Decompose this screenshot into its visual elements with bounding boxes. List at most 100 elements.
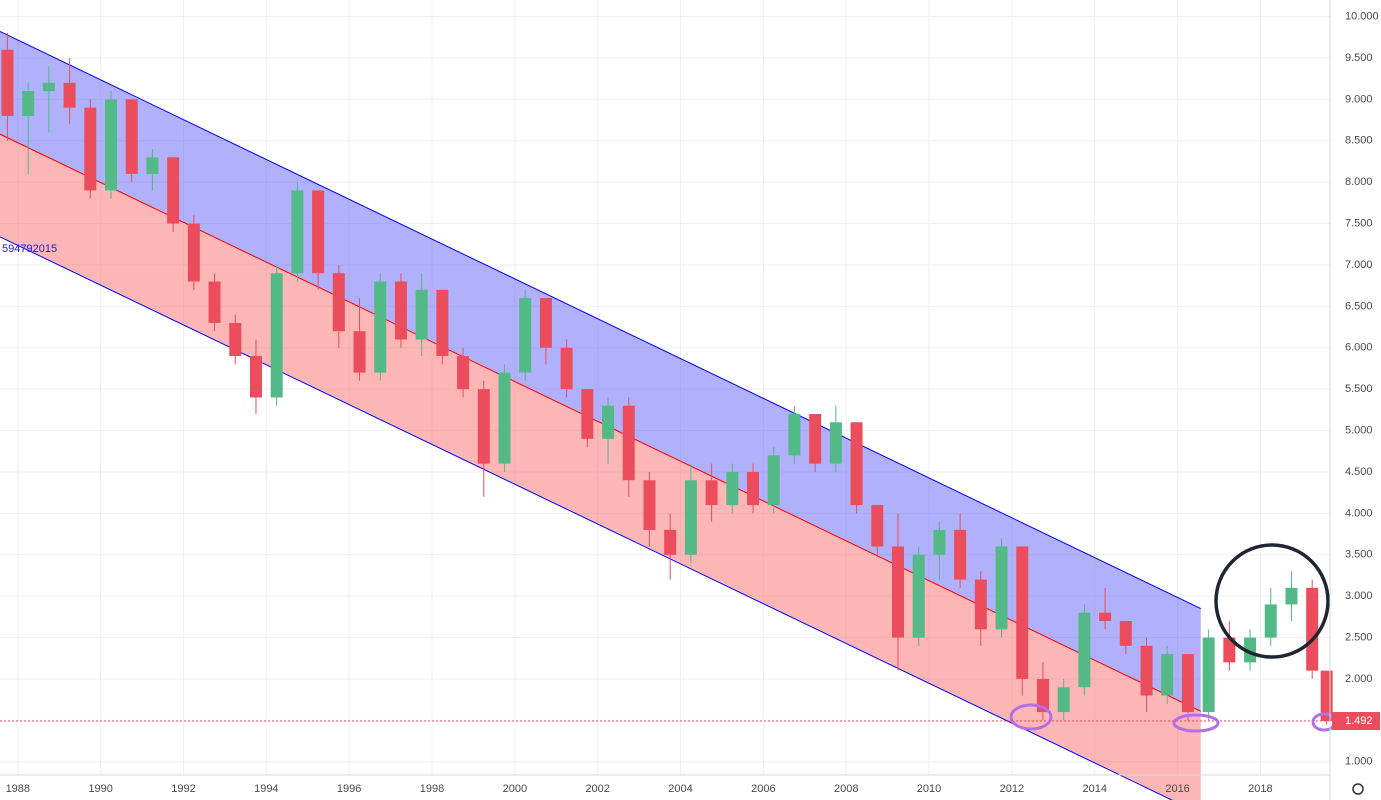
candle-body xyxy=(187,223,200,282)
candle-body xyxy=(1202,637,1215,713)
candle-body xyxy=(1244,637,1257,663)
candle-body xyxy=(602,405,615,439)
candle-body xyxy=(767,455,780,506)
candle-body xyxy=(394,281,407,340)
x-tick-label: 1998 xyxy=(420,783,444,795)
candle-body xyxy=(63,82,76,108)
x-tick-label: 2016 xyxy=(1165,783,1189,795)
candle-body xyxy=(1057,687,1070,713)
candle-body xyxy=(871,505,884,547)
candle-body xyxy=(1161,654,1174,696)
y-tick-label: 4.500 xyxy=(1345,466,1373,478)
candle-body xyxy=(270,273,283,398)
highlight-circle xyxy=(1214,543,1330,659)
candle-body xyxy=(1223,637,1236,663)
candle-body xyxy=(622,405,635,481)
channel-lower-fill xyxy=(0,134,1201,800)
candle-body xyxy=(850,422,863,506)
y-tick-label: 7.500 xyxy=(1345,217,1373,229)
candle-body xyxy=(747,471,760,506)
candle-body xyxy=(1181,654,1194,713)
candle-body xyxy=(1119,620,1132,646)
candle-body xyxy=(125,99,138,174)
candle-body xyxy=(498,372,511,464)
x-tick-label: 1992 xyxy=(171,783,195,795)
candle-body xyxy=(1140,645,1153,696)
candle-body xyxy=(912,554,925,638)
y-tick-label: 4.000 xyxy=(1345,507,1373,519)
channel-line xyxy=(0,31,1201,610)
candle-body xyxy=(684,480,697,555)
candle-body xyxy=(208,281,221,323)
y-tick-label: 3.500 xyxy=(1345,549,1373,561)
y-tick-label: 8.500 xyxy=(1345,135,1373,147)
candle-body xyxy=(1264,604,1277,638)
x-tick-label: 1990 xyxy=(88,783,112,795)
candle-body xyxy=(167,157,180,224)
candle-body xyxy=(42,82,55,92)
candle-body xyxy=(581,389,594,439)
candle-body xyxy=(22,91,35,116)
candle-body xyxy=(229,322,242,357)
last-price-label: 1.492 xyxy=(1345,715,1373,727)
x-tick-label: 2008 xyxy=(834,783,858,795)
candle-body xyxy=(1016,546,1029,679)
x-tick-label: 2018 xyxy=(1248,783,1272,795)
candle-body xyxy=(457,356,470,390)
x-tick-label: 2002 xyxy=(585,783,609,795)
y-tick-label: 1.000 xyxy=(1345,756,1373,768)
y-tick-label: 9.500 xyxy=(1345,52,1373,64)
side-label: 594792015 xyxy=(2,243,57,255)
candle-body xyxy=(374,281,387,373)
candle-body xyxy=(146,157,159,174)
y-tick-label: 10.000 xyxy=(1345,10,1379,22)
candle-body xyxy=(560,347,573,390)
candle-body xyxy=(1306,587,1319,671)
candle-body xyxy=(995,546,1008,630)
highlight-ellipse xyxy=(1009,703,1053,731)
candle-body xyxy=(954,529,967,580)
candle-body xyxy=(312,190,325,274)
candle-body xyxy=(643,480,656,530)
x-tick-label: 2006 xyxy=(751,783,775,795)
x-tick-label: 1994 xyxy=(254,783,278,795)
x-tick-label: 2014 xyxy=(1082,783,1106,795)
candle-body xyxy=(353,331,366,373)
y-tick-label: 6.500 xyxy=(1345,300,1373,312)
candle-body xyxy=(788,413,801,456)
candle-body xyxy=(519,298,532,373)
y-tick-label: 5.500 xyxy=(1345,383,1373,395)
x-tick-label: 2010 xyxy=(917,783,941,795)
candle-body xyxy=(1036,678,1049,713)
settings-icon[interactable] xyxy=(1352,783,1364,795)
candle-body xyxy=(415,289,428,340)
candle-body xyxy=(891,546,904,638)
y-tick-label: 8.000 xyxy=(1345,176,1373,188)
candle-body xyxy=(249,356,262,398)
last-price-tag xyxy=(1332,712,1380,731)
y-tick-label: 5.000 xyxy=(1345,424,1373,436)
candle-body xyxy=(1285,587,1298,605)
candle-body xyxy=(974,579,987,630)
candle-body xyxy=(664,529,677,555)
candle-body xyxy=(332,273,345,332)
settings-gear[interactable] xyxy=(1352,783,1364,795)
y-tick-label: 9.000 xyxy=(1345,93,1373,105)
candle-body xyxy=(1078,612,1091,688)
candle-body xyxy=(1,49,14,116)
y-tick-label: 6.000 xyxy=(1345,342,1373,354)
y-tick-label: 7.000 xyxy=(1345,259,1373,271)
y-tick-label: 3.000 xyxy=(1345,590,1373,602)
candle-body xyxy=(105,99,118,191)
x-tick-label: 2000 xyxy=(503,783,527,795)
candle-body xyxy=(436,289,449,357)
candle-body xyxy=(933,529,946,555)
candle-body xyxy=(1099,612,1112,621)
channel-line xyxy=(0,236,1173,800)
x-tick-label: 1996 xyxy=(337,783,361,795)
candle-body xyxy=(829,422,842,464)
candle-body xyxy=(477,389,490,464)
y-tick-label: 2.000 xyxy=(1345,673,1373,685)
candle-body xyxy=(539,298,552,348)
